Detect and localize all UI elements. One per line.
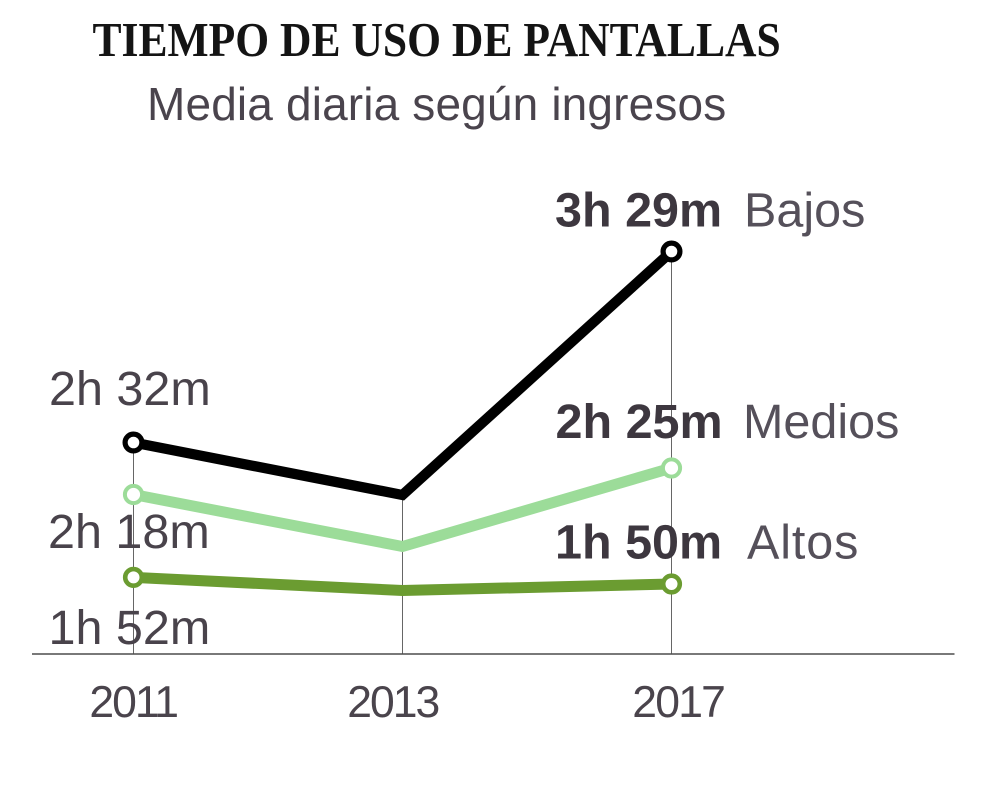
svg-text:Media diaria según ingresos: Media diaria según ingresos: [147, 78, 726, 130]
svg-text:3h 29m: 3h 29m: [555, 184, 722, 238]
svg-text:2h 18m: 2h 18m: [48, 505, 210, 559]
svg-text:Altos: Altos: [747, 516, 859, 570]
svg-text:Medios: Medios: [743, 395, 899, 449]
svg-text:Bajos: Bajos: [744, 184, 865, 238]
svg-text:1h 50m: 1h 50m: [555, 516, 722, 570]
svg-text:1h 52m: 1h 52m: [49, 601, 211, 655]
svg-text:2017: 2017: [632, 678, 724, 727]
svg-text:2013: 2013: [347, 678, 438, 727]
svg-text:2011: 2011: [89, 678, 177, 727]
svg-text:TIEMPO DE USO DE PANTALLAS: TIEMPO DE USO DE PANTALLAS: [93, 14, 781, 68]
svg-text:2h 32m: 2h 32m: [49, 362, 211, 416]
svg-text:2h 25m: 2h 25m: [556, 395, 723, 449]
